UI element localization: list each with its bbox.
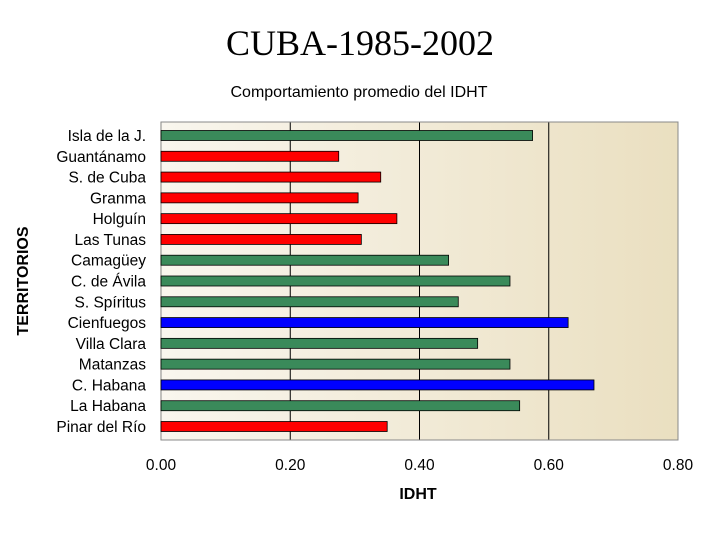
y-tick-label: Isla de la J. [68,128,146,145]
bar [160,130,533,141]
bars [160,130,595,432]
bar [160,234,362,245]
bar [160,171,382,183]
slide-title: CUBA-1985-2002 [226,23,494,63]
y-axis-label: TERRITORIOS [15,226,32,335]
x-axis-label: IDHT [399,486,437,503]
y-tick-label: La Habana [70,398,146,415]
bar [160,150,340,162]
y-tick-label: Guantánamo [56,149,146,166]
y-tick-label: C. Habana [72,377,146,394]
bar [160,379,595,391]
chart-title: Comportamiento promedio del IDHT [231,84,488,101]
x-tick-label: 0.60 [534,457,565,474]
bar [160,358,511,370]
y-tick-label: Villa Clara [76,336,147,353]
bar [160,421,388,432]
y-tick-label: Pinar del Río [56,419,146,436]
y-tick-label: Las Tunas [74,232,146,249]
x-tick-labels: 0.00 0.20 0.40 0.60 0.80 [146,457,694,474]
y-tick-label: Granma [90,190,146,207]
bar [160,317,569,328]
x-tick-label: 0.00 [146,457,177,474]
y-tick-label: Camagüey [71,253,146,270]
y-tick-label: Holguín [93,211,146,228]
y-tick-label: S. Spíritus [75,294,147,311]
x-tick-label: 0.20 [275,457,306,474]
bar [160,192,359,204]
bar [160,400,521,412]
y-tick-label: C. de Ávila [71,274,146,291]
bar [160,275,511,287]
bar [160,213,398,225]
bar [160,337,479,349]
y-tick-label: Matanzas [79,357,146,374]
y-tick-label: S. de Cuba [68,170,146,187]
y-tick-labels: Isla de la J. Guantánamo S. de Cuba Granma H… [56,128,146,436]
bar [160,254,449,266]
x-tick-label: 0.80 [663,457,694,474]
y-tick-label: Cienfuegos [68,315,147,332]
bar [160,296,459,308]
x-tick-label: 0.40 [404,457,435,474]
